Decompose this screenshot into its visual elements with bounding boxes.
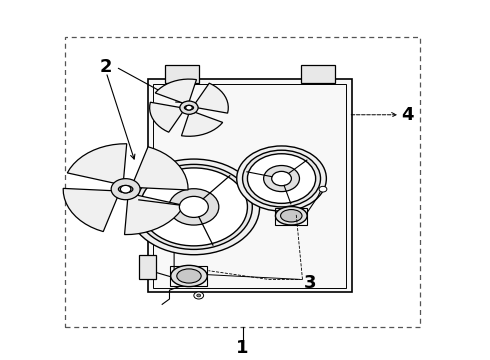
Circle shape xyxy=(179,196,208,217)
Circle shape xyxy=(247,154,316,203)
Ellipse shape xyxy=(184,105,194,110)
Polygon shape xyxy=(67,144,127,183)
Text: 2: 2 xyxy=(100,58,112,76)
Polygon shape xyxy=(124,195,184,235)
Text: 3: 3 xyxy=(303,274,316,292)
Circle shape xyxy=(197,294,201,297)
Text: 4: 4 xyxy=(401,106,414,124)
Polygon shape xyxy=(181,112,222,136)
Circle shape xyxy=(180,101,198,114)
Circle shape xyxy=(264,166,299,192)
Circle shape xyxy=(128,159,260,255)
Bar xyxy=(153,84,346,288)
Bar xyxy=(65,37,420,327)
FancyBboxPatch shape xyxy=(165,65,199,83)
Polygon shape xyxy=(63,188,117,231)
Circle shape xyxy=(186,105,192,110)
Bar xyxy=(275,208,307,225)
FancyBboxPatch shape xyxy=(139,256,156,279)
FancyBboxPatch shape xyxy=(301,65,335,83)
Circle shape xyxy=(194,292,203,299)
Polygon shape xyxy=(196,83,228,113)
Circle shape xyxy=(135,165,252,249)
Bar xyxy=(147,79,352,292)
Circle shape xyxy=(169,189,219,225)
Ellipse shape xyxy=(177,269,201,283)
Circle shape xyxy=(140,168,247,246)
Polygon shape xyxy=(155,79,196,103)
Circle shape xyxy=(243,150,320,207)
Ellipse shape xyxy=(275,207,307,225)
Polygon shape xyxy=(149,102,182,132)
Ellipse shape xyxy=(119,186,133,193)
Ellipse shape xyxy=(171,265,207,287)
Bar xyxy=(171,266,207,286)
Polygon shape xyxy=(134,147,188,190)
Circle shape xyxy=(111,179,140,200)
Circle shape xyxy=(121,185,131,193)
Circle shape xyxy=(271,171,292,186)
Text: 1: 1 xyxy=(236,339,249,357)
Circle shape xyxy=(319,186,327,192)
Circle shape xyxy=(237,146,326,211)
Ellipse shape xyxy=(281,210,302,222)
